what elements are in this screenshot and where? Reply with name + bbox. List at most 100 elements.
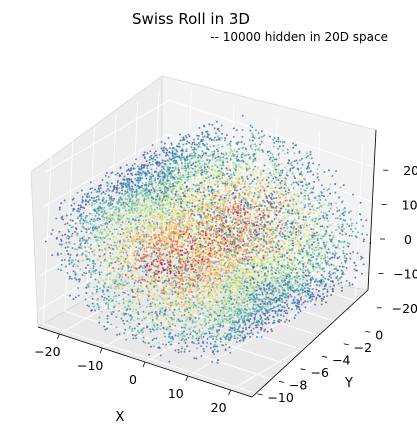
y-gridline <box>86 126 301 370</box>
scatter-point <box>294 282 297 285</box>
scatter-point <box>188 216 191 219</box>
scatter-point <box>303 191 306 194</box>
scatter-point <box>176 217 179 220</box>
scatter-point <box>86 264 89 267</box>
scatter-point <box>233 211 236 214</box>
scatter-point <box>222 164 225 167</box>
scatter-point <box>163 142 166 145</box>
scatter-point <box>163 168 166 171</box>
scatter-point <box>202 253 205 256</box>
scatter-point <box>136 225 139 228</box>
scatter-point <box>150 177 153 180</box>
scatter-point <box>132 218 134 221</box>
scatter-point <box>258 137 261 140</box>
scatter-point <box>215 139 218 142</box>
scatter-point <box>335 170 338 172</box>
scatter-point <box>183 188 186 191</box>
scatter-point <box>149 164 152 166</box>
scatter-point <box>356 252 359 255</box>
scatter-point <box>199 168 201 171</box>
scatter-point <box>216 152 219 155</box>
scatter-point <box>359 201 362 204</box>
scatter-point <box>145 177 148 180</box>
scatter-point <box>173 272 176 275</box>
scatter-point <box>305 152 308 155</box>
scatter-point <box>194 165 197 168</box>
scatter-point <box>231 230 234 233</box>
scatter-point <box>170 267 173 270</box>
scatter-point <box>274 168 277 171</box>
scatter-point <box>167 160 170 163</box>
scatter-point <box>301 269 304 271</box>
scatter-point <box>286 169 289 172</box>
scatter-point <box>219 202 222 205</box>
scatter-point <box>271 186 274 189</box>
scatter-point <box>97 244 100 247</box>
scatter-point <box>339 186 342 189</box>
scatter-point <box>168 147 171 150</box>
scatter-point <box>249 267 252 270</box>
scatter-point <box>285 242 288 245</box>
scatter-point <box>155 220 158 223</box>
scatter-point <box>238 192 241 195</box>
scatter-point <box>261 188 264 191</box>
scatter-point <box>138 274 141 277</box>
scatter-point <box>256 186 259 189</box>
scatter-point <box>348 284 351 287</box>
scatter-point <box>231 224 234 227</box>
scatter-point <box>320 211 323 214</box>
scatter-point <box>259 168 262 171</box>
scatter-point <box>252 183 255 186</box>
scatter-point <box>183 276 186 279</box>
scatter-point <box>182 143 185 146</box>
scatter-point <box>262 286 265 289</box>
scatter-point <box>202 251 205 254</box>
scatter-point <box>183 158 186 161</box>
scatter-point <box>304 294 307 297</box>
scatter-point <box>182 264 184 267</box>
scatter-point <box>144 269 147 272</box>
scatter-point <box>266 189 269 192</box>
scatter-point <box>277 154 280 156</box>
scatter-point <box>225 157 228 160</box>
scatter-point <box>230 262 233 265</box>
scatter-point <box>224 285 227 288</box>
scatter-point <box>220 152 223 155</box>
scatter-point <box>260 225 263 227</box>
scatter-point <box>242 160 245 163</box>
scatter-point <box>150 168 153 171</box>
scatter-point <box>241 259 244 262</box>
scatter-point <box>190 146 193 149</box>
scatter-point <box>202 175 205 178</box>
scatter-point <box>212 156 214 159</box>
scatter-point <box>229 150 232 153</box>
scatter-point <box>184 134 187 137</box>
scatter-point <box>343 255 346 257</box>
scatter-point <box>336 217 339 220</box>
scatter-point <box>289 194 292 197</box>
scatter-point <box>344 210 347 213</box>
scatter-point <box>211 167 213 170</box>
scatter-point <box>244 183 247 186</box>
scatter-point <box>277 184 280 187</box>
scatter-point <box>130 266 133 268</box>
scatter-point <box>248 157 251 160</box>
scatter-point <box>302 267 305 270</box>
scatter-point <box>282 247 285 250</box>
scatter-point <box>117 207 120 210</box>
scatter-point <box>202 160 205 162</box>
scatter-point <box>318 233 321 236</box>
scatter-point <box>193 141 196 144</box>
scatter-point <box>309 150 312 153</box>
scatter-point <box>332 263 335 266</box>
scatter-point <box>257 132 260 135</box>
scatter-point <box>294 271 297 274</box>
scatter-point <box>228 194 231 197</box>
scatter-point <box>251 186 254 189</box>
scatter-point <box>119 167 122 170</box>
scatter-point <box>107 175 110 178</box>
scatter-point <box>180 162 183 165</box>
scatter-point <box>348 234 351 237</box>
scatter-point <box>98 271 101 274</box>
scatter-point <box>248 165 251 168</box>
